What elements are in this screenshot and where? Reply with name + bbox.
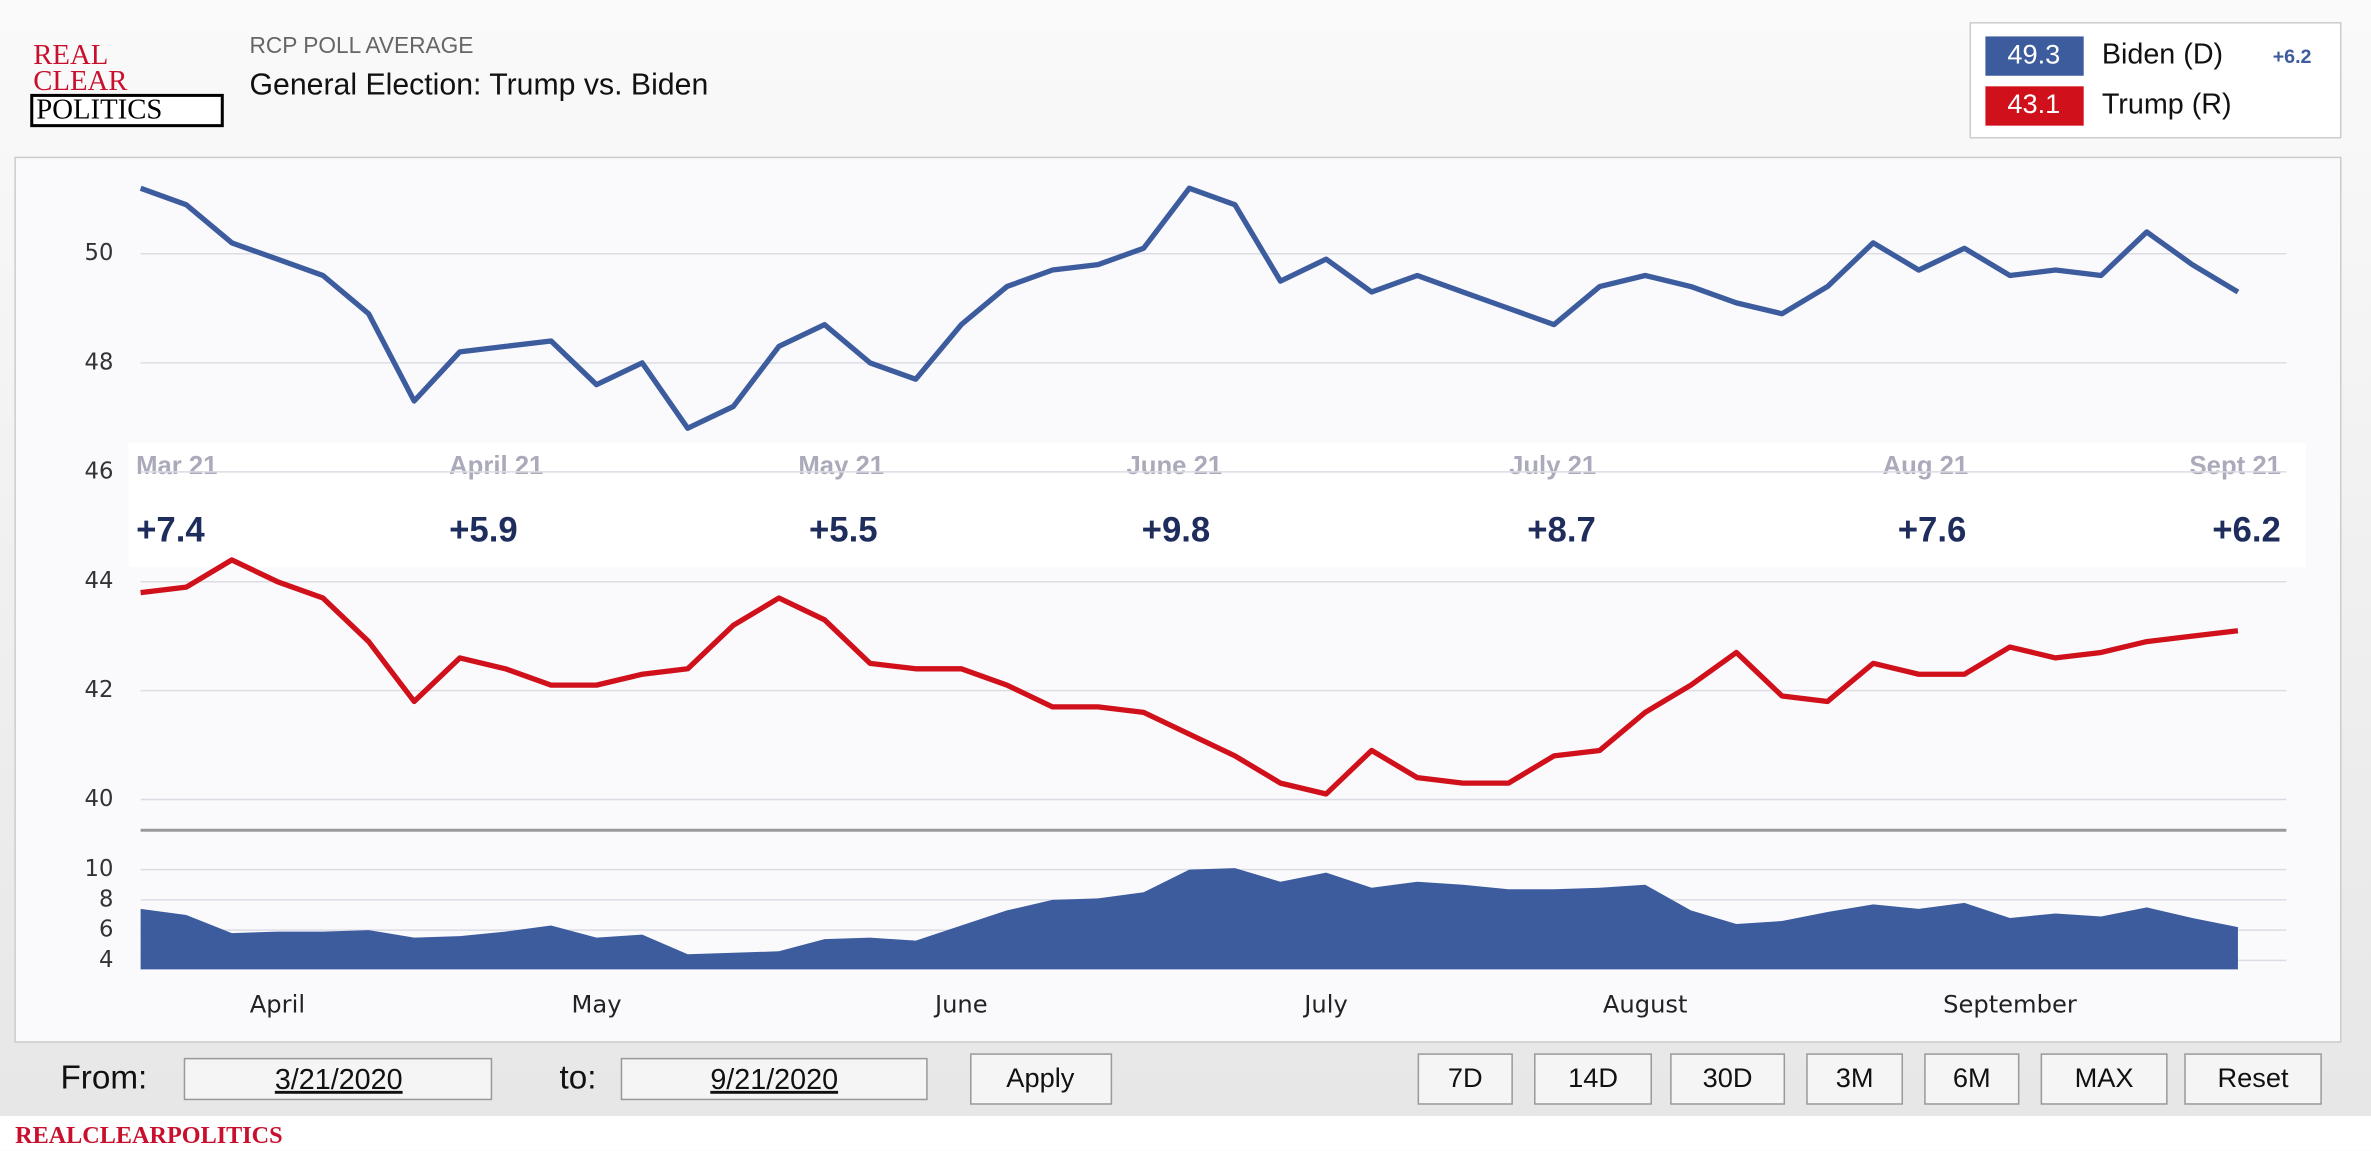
range-button[interactable] bbox=[1806, 1053, 1903, 1105]
band-date: July 21 bbox=[1509, 452, 1596, 480]
x-tick-label: September bbox=[1943, 991, 2077, 1019]
band-spread: +6.2 bbox=[2212, 512, 2281, 550]
legend-swatch bbox=[1985, 36, 2084, 76]
logo-line: REAL bbox=[33, 39, 108, 71]
range-button[interactable] bbox=[1670, 1053, 1786, 1105]
logo-box bbox=[30, 93, 224, 128]
footer: REALCLEARPOLITICS bbox=[15, 1122, 282, 1149]
y-tick-label: 44 bbox=[85, 568, 114, 594]
legend: 49.3 Biden (D) +6.2 43.1 Trump (R) bbox=[1969, 22, 2342, 139]
range-label[interactable]: 3M bbox=[1836, 1062, 1874, 1093]
y-tick-label: 50 bbox=[85, 240, 114, 266]
x-tick-label: April bbox=[250, 991, 305, 1019]
from-date[interactable]: 3/21/2020 bbox=[275, 1064, 403, 1096]
legend-swatch bbox=[1985, 86, 2084, 126]
apply-label[interactable]: Apply bbox=[1006, 1062, 1074, 1093]
plots: Mar 21 +7.4 April 21 +5.9 May 21 +5.5 June 21 +… bbox=[85, 185, 2287, 1019]
logo-line: POLITICS bbox=[36, 94, 162, 126]
range-buttons: 7D 14D 30D 3M 6M MAX Reset bbox=[1417, 1053, 2322, 1105]
controls: From: 3/21/2020 to: 9/21/2020 Apply 7D 14… bbox=[60, 1053, 2322, 1105]
area bbox=[140, 868, 2238, 970]
range-label[interactable]: 6M bbox=[1953, 1062, 1991, 1093]
band-date: Mar 21 bbox=[136, 452, 217, 480]
range-button[interactable] bbox=[1924, 1053, 2020, 1105]
range-label[interactable]: Reset bbox=[2218, 1062, 2290, 1093]
band-spread: +5.9 bbox=[449, 512, 518, 550]
footer-bg bbox=[0, 1116, 2371, 1151]
range-button[interactable] bbox=[2184, 1053, 2322, 1105]
y-tick-label: 4 bbox=[99, 947, 113, 973]
band-date: Sept 21 bbox=[2190, 452, 2281, 480]
to-input[interactable] bbox=[620, 1057, 928, 1101]
y-tick-label: 6 bbox=[99, 917, 113, 943]
x-tick-label: May bbox=[572, 991, 622, 1019]
spread-band bbox=[128, 443, 2306, 568]
to-label: to: bbox=[559, 1060, 596, 1097]
legend-name: Biden (D) bbox=[2102, 39, 2223, 71]
apply-button[interactable] bbox=[970, 1053, 1113, 1105]
subtitle: RCP POLL AVERAGE bbox=[249, 32, 473, 58]
legend-value: 43.1 bbox=[2007, 88, 2060, 119]
legend-value: 49.3 bbox=[2007, 38, 2060, 69]
y-tick-label: 46 bbox=[85, 458, 114, 484]
line bbox=[139, 185, 2240, 431]
y-tick-label: 10 bbox=[85, 856, 114, 882]
y-tick-label: 48 bbox=[85, 349, 114, 375]
band-spread: +7.4 bbox=[136, 512, 205, 550]
from-label: From: bbox=[60, 1060, 147, 1097]
band-spread: +7.6 bbox=[1898, 512, 1967, 550]
range-label[interactable]: 14D bbox=[1568, 1062, 1618, 1093]
range-button[interactable] bbox=[2040, 1053, 2168, 1105]
from-input[interactable] bbox=[183, 1057, 493, 1101]
band-date: June 21 bbox=[1127, 452, 1223, 480]
band-date: Aug 21 bbox=[1883, 452, 1969, 480]
x-tick-label: June bbox=[933, 991, 988, 1019]
x-tick-label: August bbox=[1603, 991, 1688, 1019]
band-spread: +8.7 bbox=[1527, 512, 1596, 550]
y-tick-label: 42 bbox=[85, 677, 114, 703]
y-tick-label: 8 bbox=[99, 886, 113, 912]
x-tick-label: July bbox=[1302, 991, 1348, 1019]
band-spread: +5.5 bbox=[809, 512, 878, 550]
y-tick-label: 40 bbox=[85, 786, 114, 812]
legend-change: +6.2 bbox=[2273, 46, 2312, 68]
band-spread: +9.8 bbox=[1142, 512, 1211, 550]
range-button[interactable] bbox=[1534, 1053, 1652, 1105]
to-date[interactable]: 9/21/2020 bbox=[710, 1064, 838, 1096]
range-label[interactable]: 30D bbox=[1703, 1062, 1753, 1093]
band-date: April 21 bbox=[449, 452, 543, 480]
title: General Election: Trump vs. Biden bbox=[249, 68, 708, 101]
logo: REAL CLEAR POLITICS bbox=[30, 39, 224, 128]
range-button[interactable] bbox=[1417, 1053, 1513, 1105]
band-date: May 21 bbox=[798, 452, 884, 480]
range-label[interactable]: 7D bbox=[1448, 1062, 1483, 1093]
legend-name: Trump (R) bbox=[2102, 89, 2232, 121]
logo-line: CLEAR bbox=[33, 65, 128, 97]
range-label[interactable]: MAX bbox=[2075, 1062, 2134, 1093]
line bbox=[140, 557, 2239, 797]
